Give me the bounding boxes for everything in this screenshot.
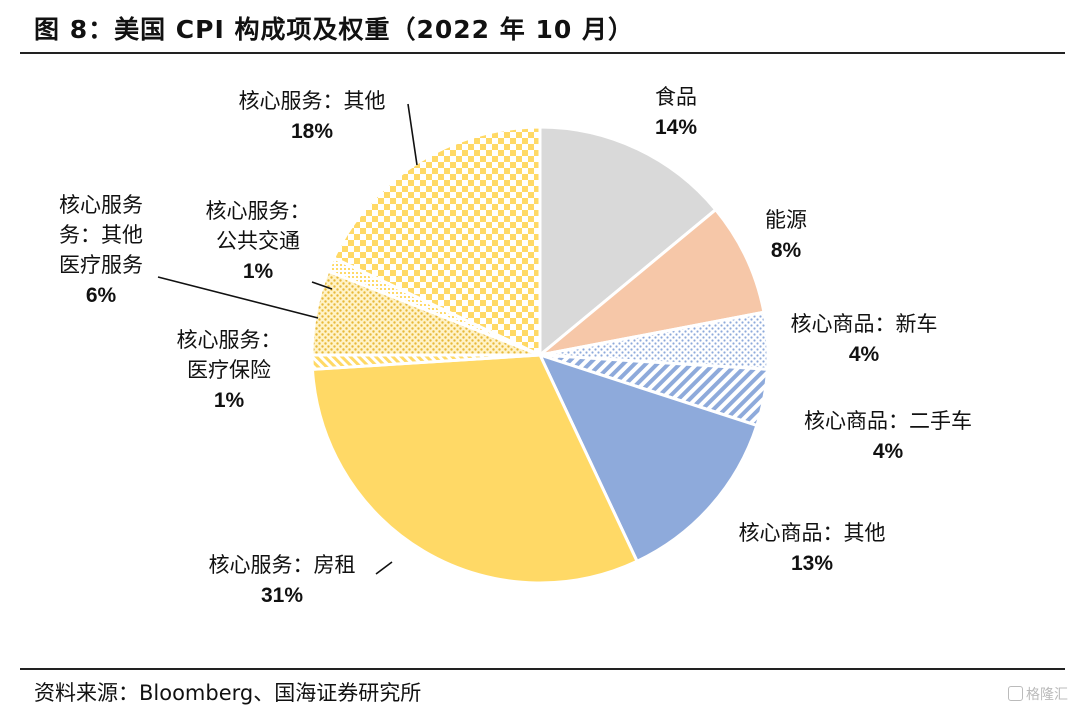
source-note: 资料来源：Bloomberg、国海证券研究所	[34, 681, 422, 705]
slice-label-0: 食品	[655, 85, 697, 109]
pie-slice-9	[331, 125, 542, 358]
slice-label-8-line-0: 核心服务：	[206, 199, 311, 223]
slice-label-4: 核心商品：其他	[739, 521, 886, 545]
page-title: 图 8：美国 CPI 构成项及权重（2022 年 10 月）	[34, 15, 634, 44]
slice-value-label-7: 6%	[86, 284, 117, 307]
slice-label-8-line-1: 公共交通	[216, 229, 300, 253]
title-divider	[20, 52, 1065, 54]
slice-value-label-2: 4%	[849, 343, 880, 366]
slice-value-label-4: 13%	[791, 552, 833, 575]
slice-label-7-line-1: 务：其他	[59, 223, 143, 247]
slice-label-9: 核心服务：其他	[239, 89, 386, 113]
slice-value-label-6: 1%	[214, 389, 245, 412]
pie-slice-1	[539, 207, 766, 357]
slice-label-2: 核心商品：新车	[791, 312, 938, 336]
leader-line-rent	[375, 561, 393, 575]
leader-line-medical-services	[157, 276, 319, 319]
slice-label-6-line-1: 医疗保险	[187, 358, 271, 382]
pie-slice-5	[310, 353, 640, 585]
slice-value-label-1: 8%	[771, 239, 802, 262]
slice-label-6-line-0: 核心服务：	[177, 328, 282, 352]
slice-label-7-line-0: 核心服务	[59, 193, 143, 217]
watermark: 格隆汇	[1008, 684, 1068, 704]
slice-label-1: 能源	[765, 208, 807, 232]
slice-value-label-3: 4%	[873, 440, 904, 463]
slice-value-label-5: 31%	[261, 584, 303, 607]
leader-line-public-transport	[311, 281, 333, 290]
leader-line-other-services	[407, 103, 418, 166]
slice-label-3: 核心商品：二手车	[804, 409, 972, 433]
pie-slice-0	[538, 125, 718, 359]
slice-value-label-0: 14%	[655, 116, 697, 139]
source-divider	[20, 668, 1065, 670]
watermark-logo-icon	[1008, 686, 1023, 701]
watermark-text: 格隆汇	[1026, 687, 1068, 703]
slice-value-label-8: 1%	[243, 260, 274, 283]
slice-label-5: 核心服务：房租	[209, 553, 356, 577]
slice-value-label-9: 18%	[291, 120, 333, 143]
slice-label-7-line-2: 医疗服务	[59, 253, 143, 277]
pie-slice-4	[537, 352, 759, 564]
